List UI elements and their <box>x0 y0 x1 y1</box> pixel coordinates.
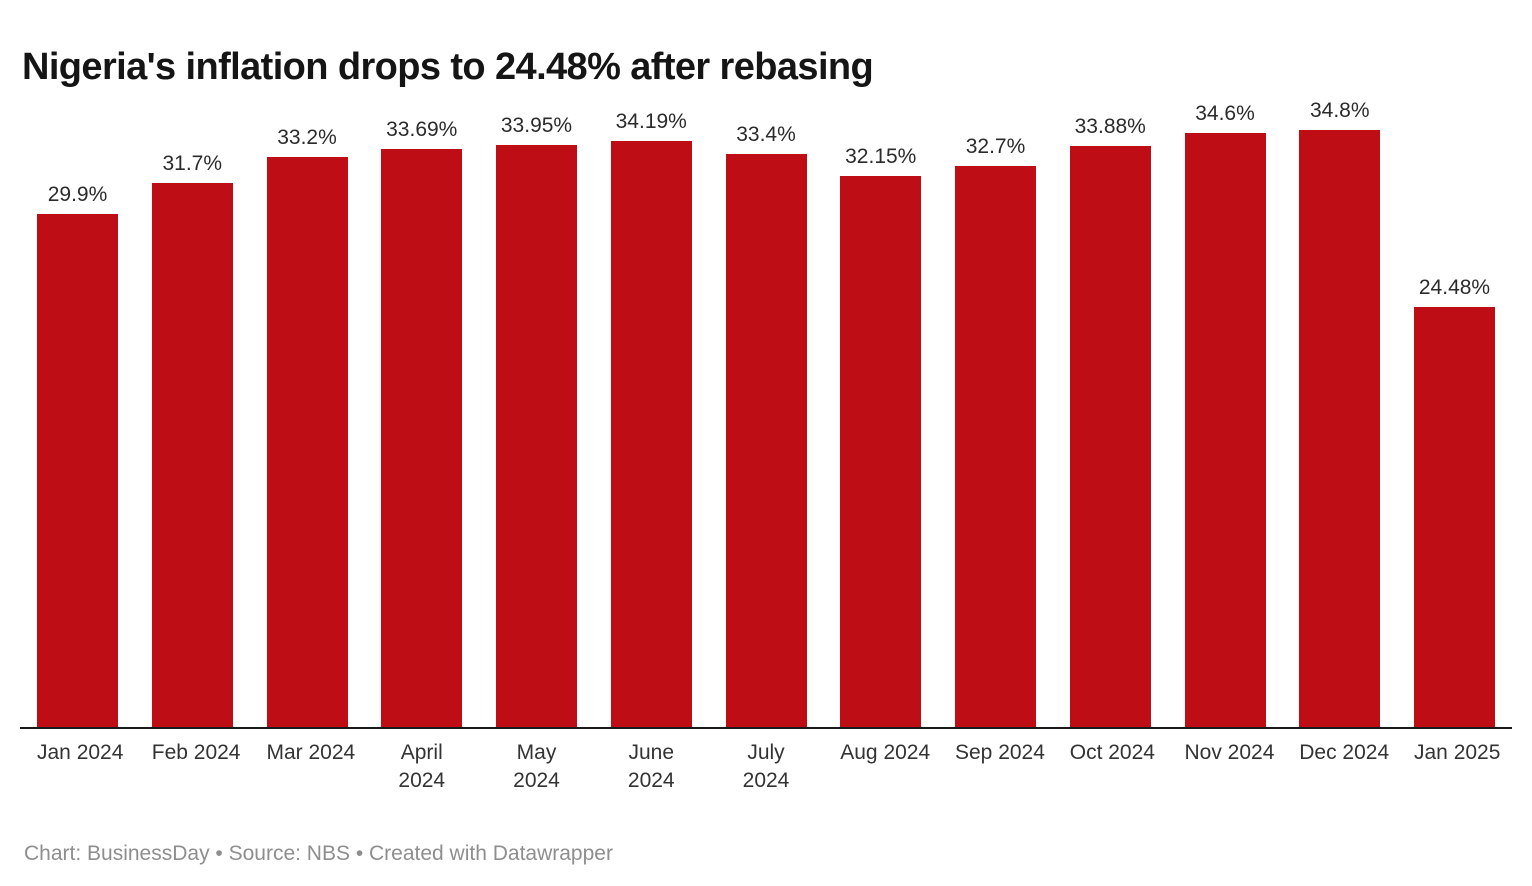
bar <box>840 175 922 727</box>
bar <box>1299 130 1381 727</box>
bar-value-label: 34.19% <box>615 109 687 133</box>
bar-slot: 33.2% <box>266 126 348 727</box>
chart-footer: Chart: BusinessDay • Source: NBS • Creat… <box>24 842 613 865</box>
bar <box>610 140 692 727</box>
bar-value-label: 29.9% <box>47 183 108 207</box>
bar-value-label: 33.2% <box>277 126 337 150</box>
bar-slot: 33.88% <box>1069 114 1151 727</box>
bar-value-label: 33.69% <box>386 118 458 141</box>
bar-slot: 24.48% <box>1414 276 1495 727</box>
bar-value-label: 24.48% <box>1418 276 1491 299</box>
x-tick-label: Dec 2024 <box>1299 741 1390 764</box>
bar-slot: 33.95% <box>496 114 577 727</box>
x-tick-label: May 2024 <box>513 741 560 792</box>
bar-slot: 33.69% <box>381 118 463 727</box>
x-tick-label: Feb 2024 <box>151 741 241 764</box>
chart-title: Nigeria's inflation drops to 24.48% afte… <box>22 46 874 89</box>
x-tick-label: Nov 2024 <box>1184 741 1275 764</box>
x-tick-label: Jan 2024 <box>37 741 124 764</box>
bar-value-label: 33.4% <box>736 123 796 146</box>
bar-slot: 34.8% <box>1299 99 1381 727</box>
x-tick-label: Sep 2024 <box>955 741 1045 764</box>
bar <box>381 149 463 727</box>
bar <box>37 214 118 727</box>
bar-slot: 34.19% <box>610 109 692 727</box>
bar <box>266 157 348 727</box>
bar <box>955 166 1036 727</box>
x-axis: Jan 2024 Feb 2024 Mar 2024 April 2024 Ma… <box>20 739 1512 795</box>
x-tick-label: Aug 2024 <box>840 741 931 764</box>
bar-value-label: 33.88% <box>1074 114 1146 138</box>
bar <box>725 154 807 727</box>
bar-slot: 32.15% <box>840 144 922 727</box>
x-tick-label: June 2024 <box>627 741 675 792</box>
x-tick-label: Oct 2024 <box>1069 741 1155 764</box>
x-tick-label: Jan 2025 <box>1414 741 1501 764</box>
plot-area: 29.9% 31.7% 33.2% 33.69% 33.95% 34.19% 3… <box>20 98 1512 729</box>
bar-value-label: 32.15% <box>845 144 917 168</box>
bar <box>1184 133 1266 727</box>
x-tick-label: July 2024 <box>742 741 790 792</box>
bar <box>496 144 577 727</box>
bar-slot: 34.6% <box>1184 102 1266 727</box>
bar-slot: 31.7% <box>151 152 233 727</box>
bar <box>1414 307 1495 727</box>
bar-slot: 32.7% <box>955 135 1036 727</box>
x-tick-label: Mar 2024 <box>266 741 356 764</box>
bar <box>1069 145 1151 727</box>
bar-slot: 29.9% <box>37 183 118 727</box>
bar-value-label: 31.7% <box>162 152 223 176</box>
bar-value-label: 32.7% <box>965 135 1026 158</box>
bar-value-label: 33.95% <box>500 113 573 137</box>
bar <box>151 183 233 727</box>
bar-slot: 33.4% <box>725 123 807 727</box>
bar-value-label: 34.6% <box>1195 102 1255 126</box>
bar-value-label: 34.8% <box>1309 99 1370 122</box>
x-tick-label: April 2024 <box>398 741 446 792</box>
